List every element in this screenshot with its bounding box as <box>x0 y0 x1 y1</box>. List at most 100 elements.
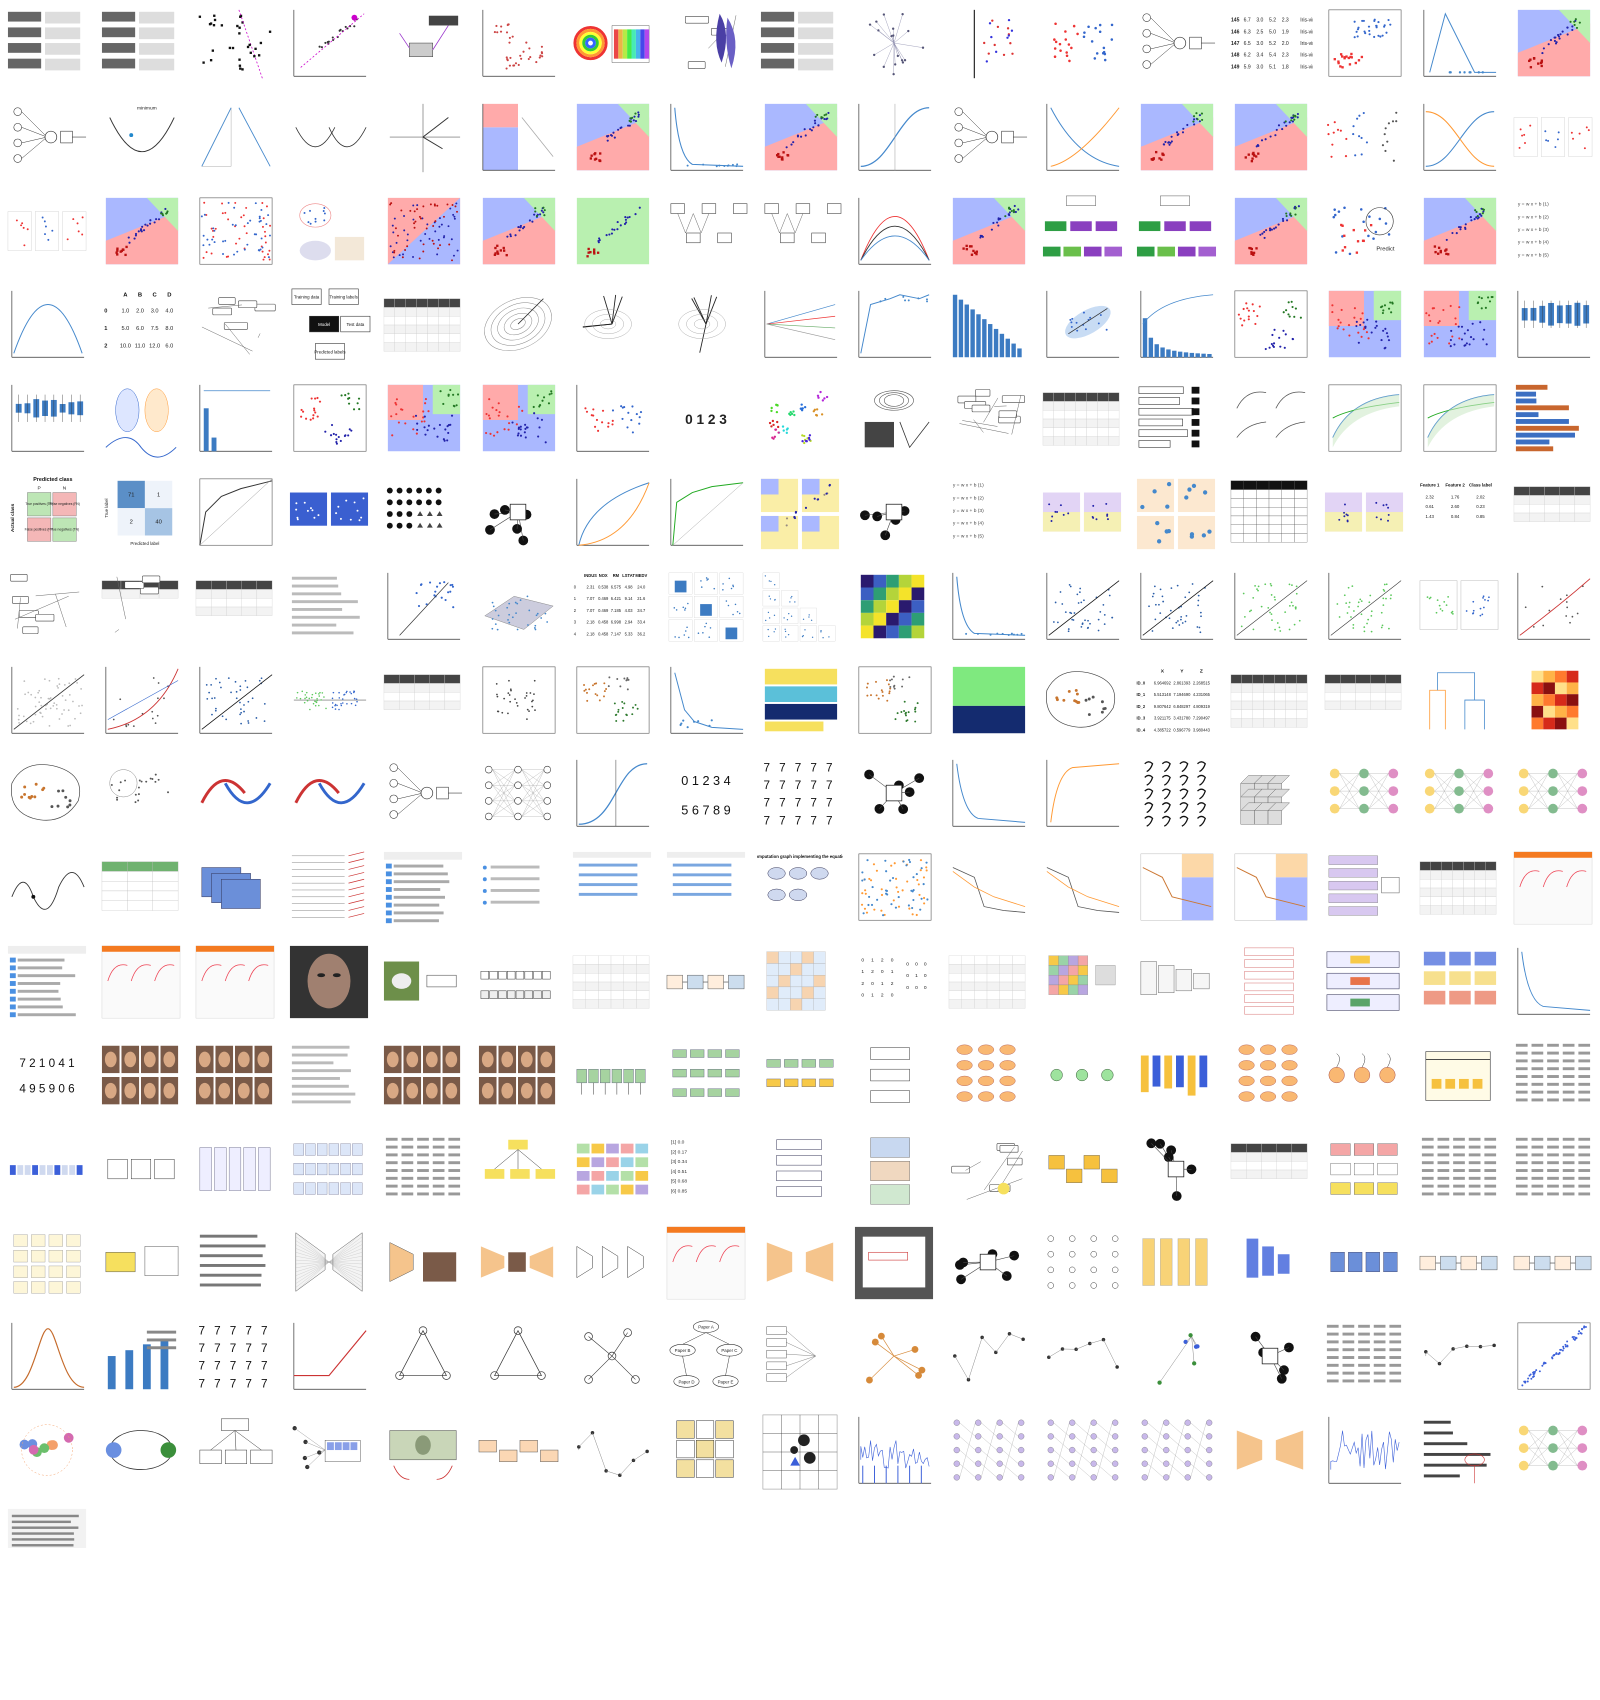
text-token <box>1484 1184 1496 1187</box>
data-point <box>1292 338 1294 340</box>
figure-thumbnail <box>851 473 937 555</box>
matrix-value: 1 <box>881 981 884 987</box>
data-point <box>884 860 886 862</box>
rnn-node <box>978 1060 994 1070</box>
region-class <box>761 516 779 532</box>
data-point <box>528 609 530 611</box>
table-cell <box>1286 718 1297 727</box>
graph-node <box>1194 1345 1198 1349</box>
data-point <box>485 413 487 415</box>
data-point <box>502 246 504 248</box>
data-point <box>916 914 918 916</box>
data-point <box>1342 224 1344 226</box>
layer-block <box>1349 1253 1363 1273</box>
table-cell <box>1430 862 1441 871</box>
data-point <box>965 244 967 246</box>
data-point <box>74 717 76 719</box>
data-point <box>814 116 816 118</box>
input-node <box>1143 61 1151 69</box>
graph-edge <box>869 1356 894 1380</box>
weight-edge <box>22 111 47 136</box>
table-cell <box>439 343 450 352</box>
data-point <box>225 211 227 213</box>
table-cell <box>1474 862 1485 871</box>
table-cell-text: Iris-virginica <box>1301 41 1314 47</box>
digit-glyph: 7 <box>795 815 802 828</box>
seq-box <box>306 1163 316 1175</box>
table-cell <box>1286 674 1297 683</box>
seq-token <box>47 1165 53 1175</box>
thumbnail-svg <box>851 754 937 836</box>
text-token <box>1578 1145 1590 1148</box>
node-box <box>767 1350 787 1358</box>
conv-cell <box>813 952 825 964</box>
data-point <box>316 701 318 703</box>
bar <box>1139 408 1193 415</box>
data-point <box>243 214 245 216</box>
text-token <box>1578 1083 1590 1086</box>
figure-thumbnail <box>1039 285 1125 367</box>
text-token <box>1547 1161 1559 1164</box>
data-point <box>203 256 205 258</box>
curve-line <box>953 868 1025 913</box>
data-point <box>1357 28 1359 30</box>
data-point <box>1355 154 1357 156</box>
rnn-box <box>870 1069 909 1081</box>
data-point <box>1201 119 1203 121</box>
data-point <box>1296 593 1298 595</box>
table-cell <box>1282 507 1295 516</box>
thumbnail-svg <box>569 848 655 930</box>
flow-box <box>8 43 41 53</box>
thumbnail-svg <box>945 1036 1031 1118</box>
nn-node <box>1112 1283 1118 1289</box>
data-point <box>911 907 913 909</box>
thumbnail-svg <box>380 1130 466 1212</box>
data-point <box>135 802 137 804</box>
nn-node <box>1389 804 1399 814</box>
figure-thumbnail <box>1510 848 1596 930</box>
curve-line <box>1143 295 1213 324</box>
data-point <box>1392 302 1394 304</box>
node <box>901 59 903 61</box>
table-cell <box>1012 956 1025 965</box>
data-point <box>1274 599 1276 601</box>
data-point <box>447 425 449 427</box>
data-point <box>736 611 738 613</box>
data-point <box>240 685 242 687</box>
data-point <box>542 211 544 213</box>
pair-panel <box>800 625 817 641</box>
table-cell-text: Iris-virginica <box>1301 18 1314 24</box>
data-point <box>141 781 143 783</box>
seq-token <box>62 1165 68 1175</box>
data-point <box>213 235 215 237</box>
table-cell <box>1474 879 1485 888</box>
data-point <box>827 112 829 114</box>
data-point <box>40 696 42 698</box>
curve-line <box>861 216 929 260</box>
data-point <box>1356 325 1358 327</box>
thumbnail-svg <box>851 567 937 649</box>
table-cell <box>636 973 649 982</box>
bar-marker <box>1192 387 1200 394</box>
bar-marker <box>1192 430 1200 437</box>
data-point <box>822 637 823 638</box>
conv-cell <box>1068 956 1078 966</box>
spectrum-bar <box>622 29 626 58</box>
data-point <box>1293 316 1295 318</box>
data-point <box>318 514 320 516</box>
data-point <box>394 217 396 219</box>
data-point <box>517 427 519 429</box>
attn-panel <box>870 1161 909 1181</box>
data-point <box>457 394 459 396</box>
data-point <box>686 726 688 728</box>
figure-thumbnail: minimum <box>98 98 184 180</box>
data-point <box>1384 305 1386 307</box>
data-point <box>1140 505 1144 509</box>
data-point <box>767 629 768 630</box>
digit-glyph: 7 <box>199 1325 206 1338</box>
lstm-gate <box>1445 1079 1455 1089</box>
figure-thumbnail <box>1321 567 1407 649</box>
dot-marker <box>436 488 442 494</box>
data-point <box>673 607 675 609</box>
table-cell <box>406 317 417 326</box>
